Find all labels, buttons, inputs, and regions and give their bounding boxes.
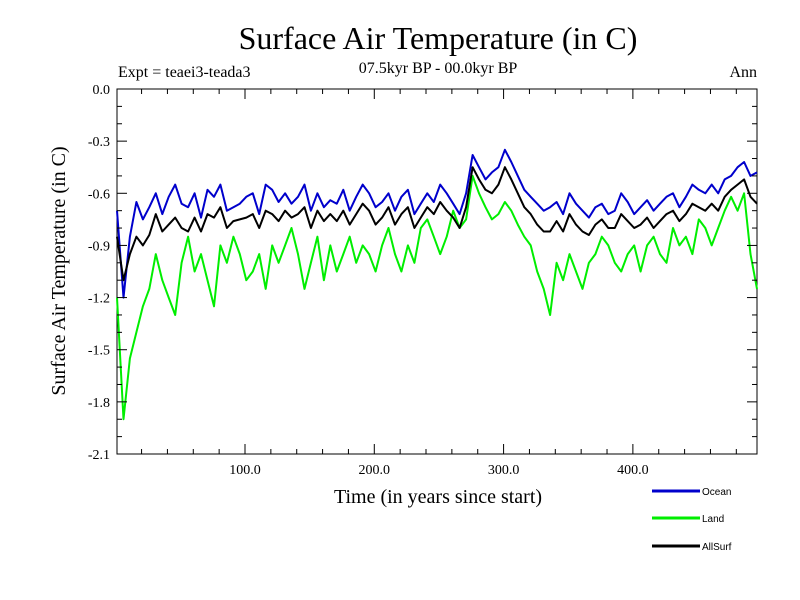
y-tick-label: -2.1 <box>88 448 110 463</box>
legend-label-land: Land <box>702 514 724 525</box>
y-axis-label: Surface Air Temperature (in C) <box>48 146 70 395</box>
chart-title: Surface Air Temperature (in C) <box>239 20 638 56</box>
period-label: 07.5kyr BP - 00.0kyr BP <box>359 60 518 77</box>
y-tick-label: -1.8 <box>88 396 110 411</box>
y-tick-label: -0.6 <box>88 187 110 202</box>
legend: Ocean Land AllSurf <box>652 487 732 553</box>
plot-frame <box>116 88 758 455</box>
y-tick-label: 0.0 <box>93 83 111 98</box>
series-line-allsurf <box>116 166 758 282</box>
legend-label-allsurf: AllSurf <box>702 542 732 553</box>
x-tick-label: 100.0 <box>229 463 261 478</box>
y-tick-label: -0.9 <box>88 239 110 254</box>
x-axis-label: Time (in years since start) <box>334 486 542 508</box>
series-layer <box>116 148 758 421</box>
series-line-land <box>116 174 758 421</box>
tick-layer: 100.0 200.0 300.0 400.0 0.0 -0.3 -0.6 -0.9 -1.2 -… <box>88 83 757 478</box>
y-tick-label: -1.5 <box>88 344 110 359</box>
season-label: Ann <box>729 64 757 81</box>
experiment-label: Expt = teaei3-teada3 <box>118 64 251 81</box>
legend-label-ocean: Ocean <box>702 487 731 498</box>
x-tick-label: 300.0 <box>488 463 520 478</box>
series-line-ocean <box>116 148 758 299</box>
x-tick-label: 400.0 <box>617 463 649 478</box>
y-tick-label: -1.2 <box>88 292 110 307</box>
y-tick-label: -0.3 <box>88 135 110 150</box>
x-tick-label: 200.0 <box>359 463 391 478</box>
